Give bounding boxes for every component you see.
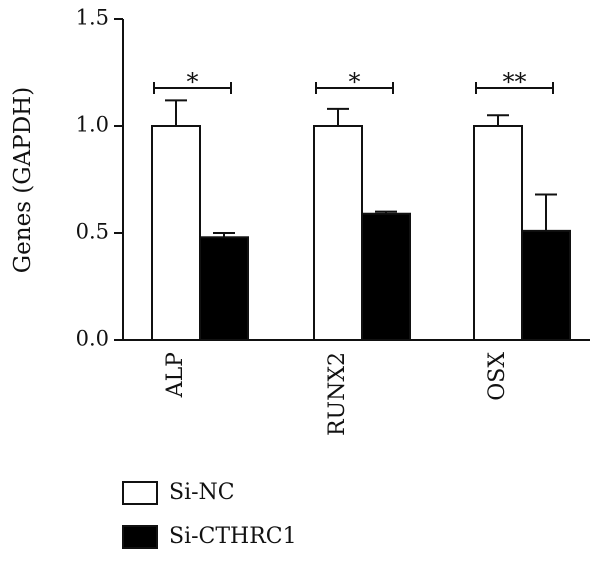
- bar-si-nc-alp: [151, 125, 201, 341]
- bar-si-cthrc1-osx: [521, 229, 571, 341]
- category-label-osx: OSX: [485, 352, 510, 401]
- y-tick-label: 0.5: [76, 220, 109, 244]
- legend-label-si-nc: Si-NC: [169, 480, 235, 505]
- bar-si-nc-osx: [473, 125, 523, 341]
- bar-si-cthrc1-alp: [199, 236, 249, 341]
- legend-label-si-cthrc1: Si-CTHRC1: [169, 524, 297, 549]
- bar-si-cthrc1-runx2: [361, 212, 411, 342]
- y-axis-label: Genes (GAPDH): [10, 87, 36, 273]
- category-labels: ALP RUNX2 OSX: [163, 352, 510, 436]
- category-label-alp: ALP: [163, 352, 188, 398]
- significance-markers: * * **: [153, 68, 554, 96]
- y-tick-label: 1.0: [76, 113, 109, 137]
- legend: Si-NC Si-CTHRC1: [122, 480, 297, 549]
- category-label-runx2: RUNX2: [325, 352, 350, 436]
- y-tick-label: 0.0: [76, 327, 109, 351]
- error-bars: [165, 99, 557, 238]
- y-ticks: 0.0 0.5 1.0 1.5: [76, 6, 123, 351]
- significance-label: *: [349, 68, 361, 96]
- significance-label: *: [187, 68, 199, 96]
- bar-si-nc-runx2: [313, 125, 363, 341]
- y-tick-label: 1.5: [76, 6, 109, 30]
- legend-swatch-si-cthrc1: [122, 525, 158, 549]
- bars: [151, 125, 571, 342]
- legend-swatch-si-nc: [122, 481, 158, 505]
- significance-label: **: [503, 68, 527, 96]
